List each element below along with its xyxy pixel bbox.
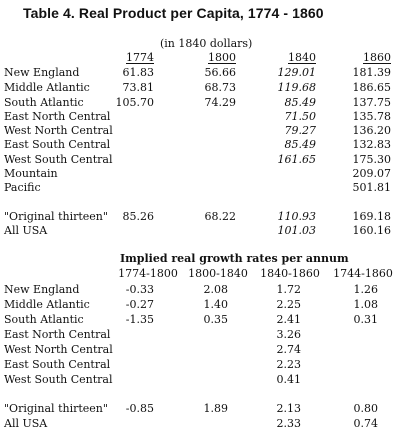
table-cell: 137.75 (352, 96, 392, 109)
table-cell: 136.20 (352, 124, 392, 137)
table-cell: 175.30 (352, 153, 392, 166)
row-label: West South Central (4, 373, 113, 386)
table-cell: 0.74 (353, 417, 379, 430)
units-note: (in 1840 dollars) (160, 37, 253, 50)
table-cell: 0.31 (353, 313, 379, 326)
row-label: All USA (4, 417, 48, 430)
table-cell: 2.13 (276, 402, 302, 415)
row-label: East South Central (4, 138, 111, 151)
table-cell: 61.83 (122, 66, 155, 79)
table-cell: 85.26 (122, 210, 155, 223)
row-label: West North Central (4, 124, 113, 137)
table-cell: 2.41 (276, 313, 302, 326)
table-cell: 0.35 (203, 313, 229, 326)
table-cell: 169.18 (352, 210, 392, 223)
table-cell: -0.33 (125, 283, 154, 296)
table-cell: 2.74 (276, 343, 302, 356)
table-cell: -1.35 (125, 313, 154, 326)
table-cell: 0.41 (276, 373, 302, 386)
table-cell: -0.27 (125, 298, 154, 311)
growth-rates-heading: Implied real growth rates per annum (120, 252, 349, 265)
row-label: Pacific (4, 181, 41, 194)
table-cell: 160.16 (352, 224, 392, 237)
row-label: All USA (4, 224, 48, 237)
row-label: Mountain (4, 167, 58, 180)
period-header: 1774-1800 (118, 267, 178, 280)
table-cell: 181.39 (352, 66, 392, 79)
row-label: South Atlantic (4, 96, 84, 109)
table-cell: 1.26 (353, 283, 379, 296)
row-label: "Original thirteen" (4, 210, 108, 223)
table-cell: 2.08 (203, 283, 229, 296)
table-cell: 68.22 (204, 210, 237, 223)
table-cell: 105.70 (115, 96, 155, 109)
row-label: East North Central (4, 110, 111, 123)
table-cell: 68.73 (204, 81, 237, 94)
period-header: 1800-1840 (188, 267, 248, 280)
table-cell: 56.66 (204, 66, 237, 79)
row-label: West North Central (4, 343, 113, 356)
table-cell: 501.81 (352, 181, 392, 194)
table-cell: 186.65 (352, 81, 392, 94)
table-title: Table 4. Real Product per Capita, 1774 -… (23, 5, 324, 21)
table-cell: 2.33 (276, 417, 302, 430)
table-cell: 74.29 (204, 96, 237, 109)
row-label: "Original thirteen" (4, 402, 108, 415)
table-cell: 119.68 (277, 81, 317, 94)
row-label: South Atlantic (4, 313, 84, 326)
row-label: East South Central (4, 358, 111, 371)
table-cell: -0.85 (125, 402, 154, 415)
table-cell: 110.93 (277, 210, 317, 223)
period-header: 1744-1860 (333, 267, 393, 280)
table-cell: 2.25 (276, 298, 302, 311)
row-label: West South Central (4, 153, 113, 166)
table-cell: 209.07 (352, 167, 392, 180)
row-label: Middle Atlantic (4, 81, 90, 94)
table-cell: 73.81 (122, 81, 155, 94)
column-header: 1800 (208, 51, 236, 64)
table-cell: 132.83 (352, 138, 392, 151)
table-cell: 0.80 (353, 402, 379, 415)
table-cell: 71.50 (284, 110, 317, 123)
table-cell: 135.78 (352, 110, 392, 123)
table-cell: 85.49 (284, 138, 317, 151)
table-cell: 129.01 (277, 66, 317, 79)
row-label: New England (4, 66, 80, 79)
table-cell: 1.89 (203, 402, 229, 415)
row-label: East North Central (4, 328, 111, 341)
table-cell: 79.27 (284, 124, 317, 137)
table-cell: 101.03 (277, 224, 317, 237)
table-cell: 85.49 (284, 96, 317, 109)
table-cell: 3.26 (276, 328, 302, 341)
row-label: New England (4, 283, 80, 296)
table-cell: 1.08 (353, 298, 379, 311)
table-cell: 2.23 (276, 358, 302, 371)
table-cell: 1.40 (203, 298, 229, 311)
column-header: 1774 (126, 51, 154, 64)
column-header: 1840 (288, 51, 316, 64)
column-header: 1860 (363, 51, 391, 64)
table-cell: 161.65 (277, 153, 317, 166)
row-label: Middle Atlantic (4, 298, 90, 311)
period-header: 1840-1860 (260, 267, 320, 280)
table-cell: 1.72 (276, 283, 302, 296)
